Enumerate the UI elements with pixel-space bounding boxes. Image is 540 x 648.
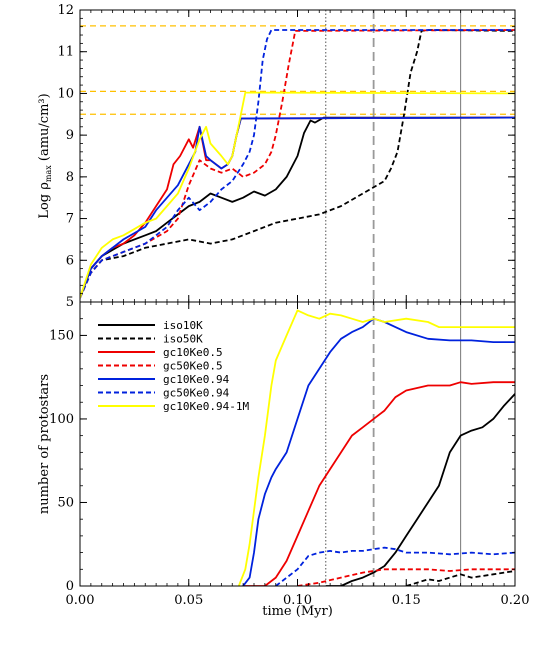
y-axis-label-unit: (amu/cm³) (37, 93, 52, 165)
y-tick-label: 12 (57, 3, 74, 18)
y-axis-label: number of protostars (37, 374, 52, 514)
x-tick-label: 0.10 (283, 593, 312, 608)
legend: iso10Kiso50Kgc10Ke0.5gc50Ke0.5gc10Ke0.94… (98, 319, 249, 413)
series-line-gc50Ke0.5 (80, 29, 515, 299)
y-tick-label: 0 (66, 579, 74, 594)
x-tick-label: 0.15 (392, 593, 421, 608)
bottom-panel: 0 50 100 150 0.00 0.05 0.10 0.15 0.20 time (Myr) n… (37, 301, 530, 619)
series-line-gc50Ke0.5 (297, 568, 515, 586)
y-tick-label: 150 (49, 328, 74, 343)
legend-label-6: gc10Ke0.94-1M (163, 400, 249, 413)
x-tick-label: 0.20 (501, 593, 530, 608)
y-tick-label: 5 (66, 295, 74, 310)
y-axis-label-sub: max (44, 165, 53, 182)
series-line-gc10Ke0.94 (242, 317, 515, 586)
legend-label-3: gc50Ke0.5 (163, 360, 223, 373)
series-line-iso10K (325, 393, 515, 586)
series-line-iso50K (405, 570, 515, 586)
legend-label-1: iso50K (163, 333, 203, 346)
y-tick-label: 8 (66, 170, 74, 185)
legend-label-2: gc10Ke0.5 (163, 346, 223, 359)
x-axis-label: time (Myr) (262, 604, 333, 619)
y-axis-label-main: Log ρ (37, 182, 52, 219)
plot-area (80, 10, 515, 302)
legend-label-5: gc50Ke0.94 (163, 387, 230, 400)
y-tick-label: 100 (49, 412, 74, 427)
x-tick-label: 0.00 (66, 593, 95, 608)
y-tick-label: 6 (66, 253, 74, 268)
series-line-gc10Ke0.5 (80, 116, 515, 299)
x-tick-label: 0.05 (174, 593, 203, 608)
series-line-iso50K (80, 29, 515, 299)
y-tick-label: 9 (66, 128, 74, 143)
y-tick-label: 50 (57, 495, 74, 510)
series-line-iso10K (80, 116, 515, 299)
series-line-gc10Ke0.5 (243, 381, 515, 586)
legend-label-4: gc10Ke0.94 (163, 373, 230, 386)
y-tick-label: 11 (57, 45, 74, 60)
legend-label-0: iso10K (163, 319, 203, 332)
plot-area (237, 302, 515, 586)
series-line-gc10Ke0.94-1M (237, 309, 515, 586)
y-tick-label: 10 (57, 86, 74, 101)
series-line-gc50Ke0.94 (275, 546, 515, 586)
top-panel: 5 6 7 8 9 10 11 12 Log ρmax (amu/cm³) (37, 3, 516, 310)
series-line-gc10Ke0.94 (80, 116, 515, 299)
y-axis-label: Log ρmax (amu/cm³) (37, 93, 53, 218)
series-line-gc50Ke0.94 (80, 29, 515, 299)
y-tick-label: 7 (66, 212, 74, 227)
plot-frame (79, 301, 516, 587)
series-line-gc10Ke0.94-1M (80, 91, 515, 299)
